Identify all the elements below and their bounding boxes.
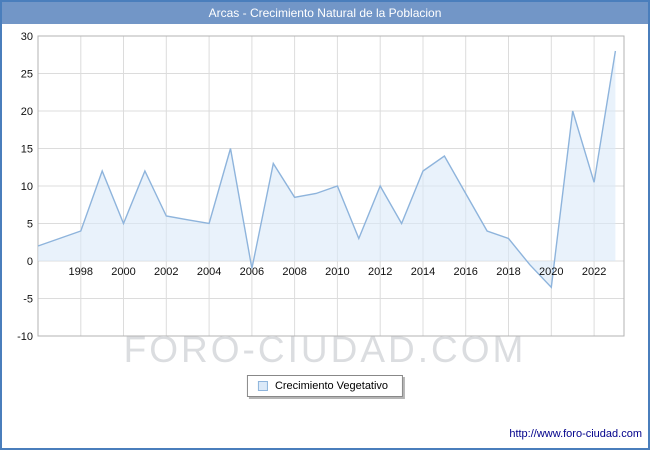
svg-text:2000: 2000 — [111, 266, 135, 278]
svg-text:0: 0 — [27, 256, 33, 268]
svg-text:2016: 2016 — [453, 266, 477, 278]
svg-text:2004: 2004 — [197, 266, 221, 278]
series-area — [38, 51, 616, 288]
site-url-link[interactable]: http://www.foro-ciudad.com — [509, 428, 642, 440]
svg-text:2018: 2018 — [496, 266, 520, 278]
svg-text:2014: 2014 — [411, 266, 435, 278]
svg-text:5: 5 — [27, 219, 33, 231]
y-axis-labels: -10 -5 0 5 10 15 20 25 30 — [17, 31, 33, 343]
svg-text:2002: 2002 — [154, 266, 178, 278]
svg-text:2022: 2022 — [582, 266, 606, 278]
legend-label: Crecimiento Vegetativo — [274, 380, 389, 392]
svg-text:2012: 2012 — [368, 266, 392, 278]
svg-text:10: 10 — [21, 181, 33, 193]
chart-title: Arcas - Crecimiento Natural de la Poblac… — [208, 6, 442, 20]
grid-lines — [38, 35, 624, 337]
svg-text:20: 20 — [21, 106, 33, 118]
svg-text:30: 30 — [21, 31, 33, 43]
svg-text:15: 15 — [21, 144, 33, 156]
svg-text:25: 25 — [21, 69, 33, 81]
svg-text:1998: 1998 — [69, 266, 93, 278]
svg-text:-10: -10 — [17, 331, 33, 343]
svg-text:2008: 2008 — [282, 266, 306, 278]
svg-text:2020: 2020 — [539, 266, 563, 278]
svg-text:2010: 2010 — [325, 266, 349, 278]
legend: Crecimiento Vegetativo — [246, 375, 404, 397]
population-growth-chart: -10 -5 0 5 10 15 20 25 30 1998 2000 2002 2004 2006 200… — [17, 31, 625, 343]
legend-swatch-icon — [257, 381, 268, 391]
plot-border — [37, 35, 625, 337]
chart-title-bar: Arcas - Crecimiento Natural de la Poblac… — [2, 2, 648, 24]
x-axis-labels: 1998 2000 2002 2004 2006 2008 2010 2012 2014 2016… — [69, 266, 607, 278]
svg-text:2006: 2006 — [240, 266, 264, 278]
svg-text:-5: -5 — [23, 294, 33, 306]
series-line — [37, 50, 617, 289]
